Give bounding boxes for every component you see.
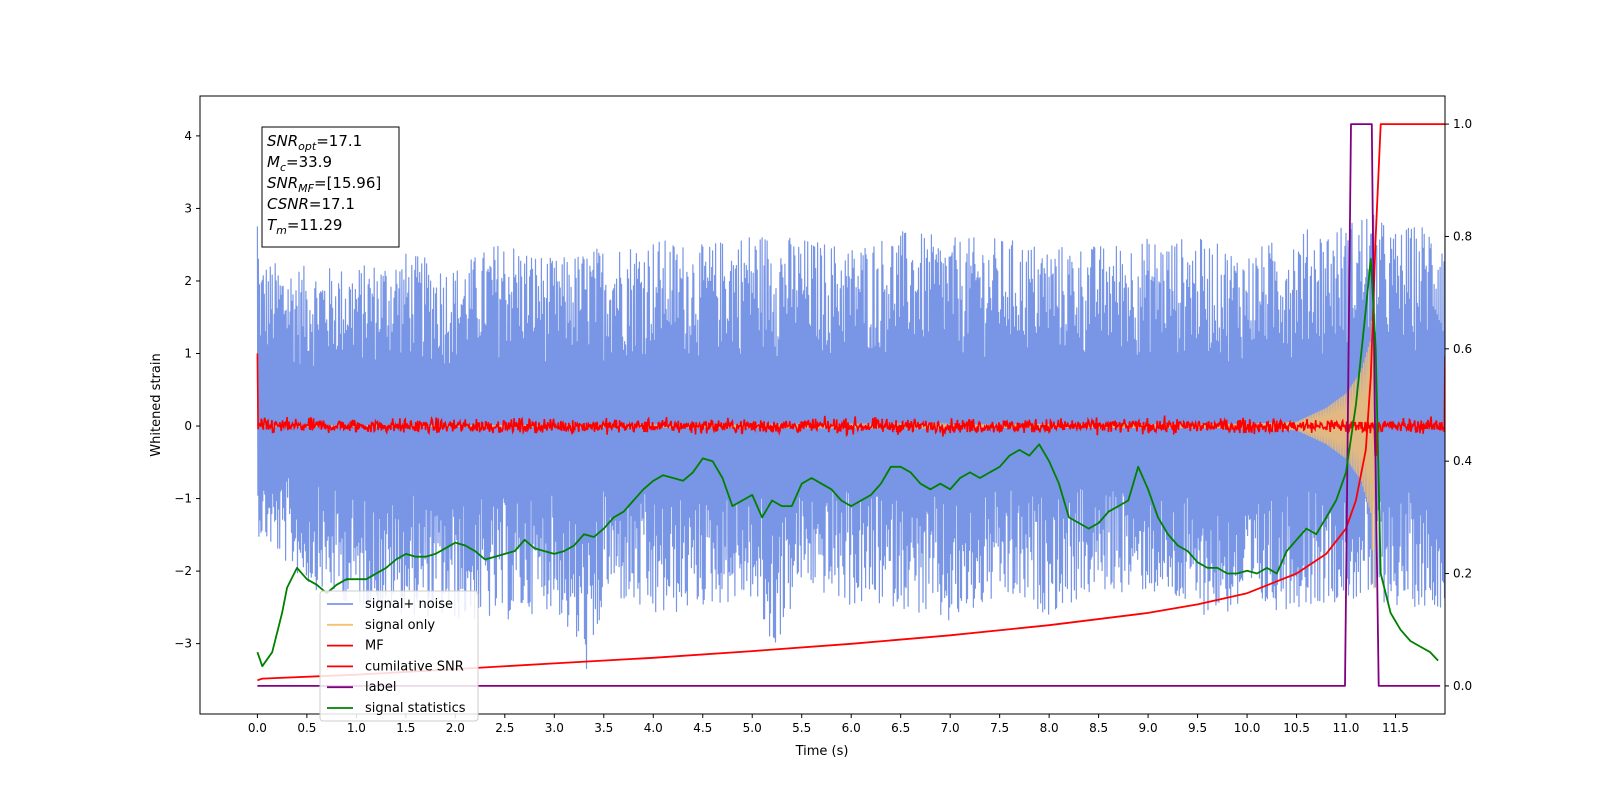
y-tick-label: −2	[174, 564, 192, 578]
x-tick-label: 8.5	[1089, 721, 1108, 735]
x-tick-label: 9.5	[1188, 721, 1207, 735]
x-tick-label: 1.0	[347, 721, 366, 735]
legend-label: signal statistics	[365, 701, 466, 716]
legend-label: label	[365, 680, 396, 695]
legend-label: signal only	[365, 618, 435, 633]
x-tick-label: 0.0	[248, 721, 267, 735]
annotation-line: CSNR=17.1	[267, 195, 355, 213]
x-tick-label: 3.0	[545, 721, 564, 735]
series-label	[257, 123, 1441, 687]
annotation-subscript: MF	[298, 182, 314, 195]
x-tick-label: 5.5	[792, 721, 811, 735]
y-tick-label: 1	[184, 347, 192, 361]
data-layer	[256, 123, 1445, 687]
series-signal-plus-noise	[256, 214, 1445, 669]
x-tick-label: 10.5	[1283, 721, 1310, 735]
x-tick-label: 4.5	[693, 721, 712, 735]
annotation-subscript: m	[276, 224, 287, 237]
annotation-symbol: SNR	[267, 174, 298, 192]
y-tick-label: 2	[184, 274, 192, 288]
y-tick-label: 3	[184, 201, 192, 215]
y2-tick-label: 0.0	[1453, 679, 1472, 693]
y-tick-label: 4	[184, 129, 192, 143]
x-tick-label: 5.0	[743, 721, 762, 735]
x-tick-label: 1.5	[396, 721, 415, 735]
x-tick-label: 11.0	[1333, 721, 1360, 735]
annotation-symbol: M	[267, 153, 280, 171]
annotation-symbol: CSNR	[267, 195, 309, 213]
annotation-box: SNRopt=17.1Mc=33.9SNRMF=[15.96]CSNR=17.1…	[261, 126, 400, 248]
x-tick-label: 10.0	[1234, 721, 1261, 735]
x-tick-label: 11.5	[1382, 721, 1409, 735]
y2-tick-label: 1.0	[1453, 117, 1472, 131]
y2-tick-label: 0.4	[1453, 454, 1472, 468]
annotation-value: =[15.96]	[314, 174, 381, 192]
annotation-line: Tm=11.29	[267, 216, 342, 237]
annotation-symbol: SNR	[267, 132, 298, 150]
legend-label: cumilative SNR	[365, 659, 464, 674]
x-tick-label: 8.0	[1040, 721, 1059, 735]
x-tick-label: 7.5	[990, 721, 1009, 735]
x-tick-label: 0.5	[297, 721, 316, 735]
annotation-frame	[261, 126, 400, 248]
annotation-value: =33.9	[286, 153, 332, 171]
x-tick-label: 9.0	[1139, 721, 1158, 735]
x-tick-label: 6.5	[891, 721, 910, 735]
annotation-line: SNRMF=[15.96]	[267, 174, 381, 195]
plot-frame	[199, 95, 1446, 715]
y2-tick-label: 0.2	[1453, 567, 1472, 581]
series-mf	[256, 353, 1445, 456]
annotation-line: SNRopt=17.1	[267, 132, 362, 153]
annotation-subscript: opt	[298, 140, 317, 153]
legend-frame	[319, 590, 479, 722]
x-tick-label: 6.0	[842, 721, 861, 735]
y2-tick-label: 0.8	[1453, 229, 1472, 243]
legend-label: MF	[365, 639, 384, 654]
annotation-value: =11.29	[287, 216, 343, 234]
y-tick-label: −1	[174, 492, 192, 506]
annotation-subscript: c	[280, 161, 286, 174]
x-tick-label: 2.5	[495, 721, 514, 735]
y-axis-label: Whitened strain	[149, 353, 164, 456]
x-tick-label: 4.0	[644, 721, 663, 735]
legend-label: signal+ noise	[365, 597, 453, 612]
axes-layer: 0.0 0.5 1.0 1.5 2.0 2.5 3.0 3.5 4.0 4.5 5.0 5.5 6.0 6…	[174, 117, 1472, 735]
series-signal-statistics	[256, 258, 1439, 668]
y2-tick-label: 0.6	[1453, 342, 1472, 356]
x-tick-label: 3.5	[594, 721, 613, 735]
x-tick-label: 2.0	[446, 721, 465, 735]
x-axis-label: Time (s)	[795, 744, 849, 759]
annotation-value: =17.1	[309, 195, 355, 213]
legend: signal+ noise signal only MF cumilative SNR…	[319, 590, 479, 722]
annotation-value: =17.1	[316, 132, 362, 150]
x-tick-label: 7.0	[941, 721, 960, 735]
annotation-line: Mc=33.9	[267, 153, 332, 174]
series-cumulative-snr	[257, 123, 1445, 682]
y-tick-label: 0	[184, 419, 192, 433]
annotation-symbol: T	[267, 216, 278, 234]
y-tick-label: −3	[174, 637, 192, 651]
